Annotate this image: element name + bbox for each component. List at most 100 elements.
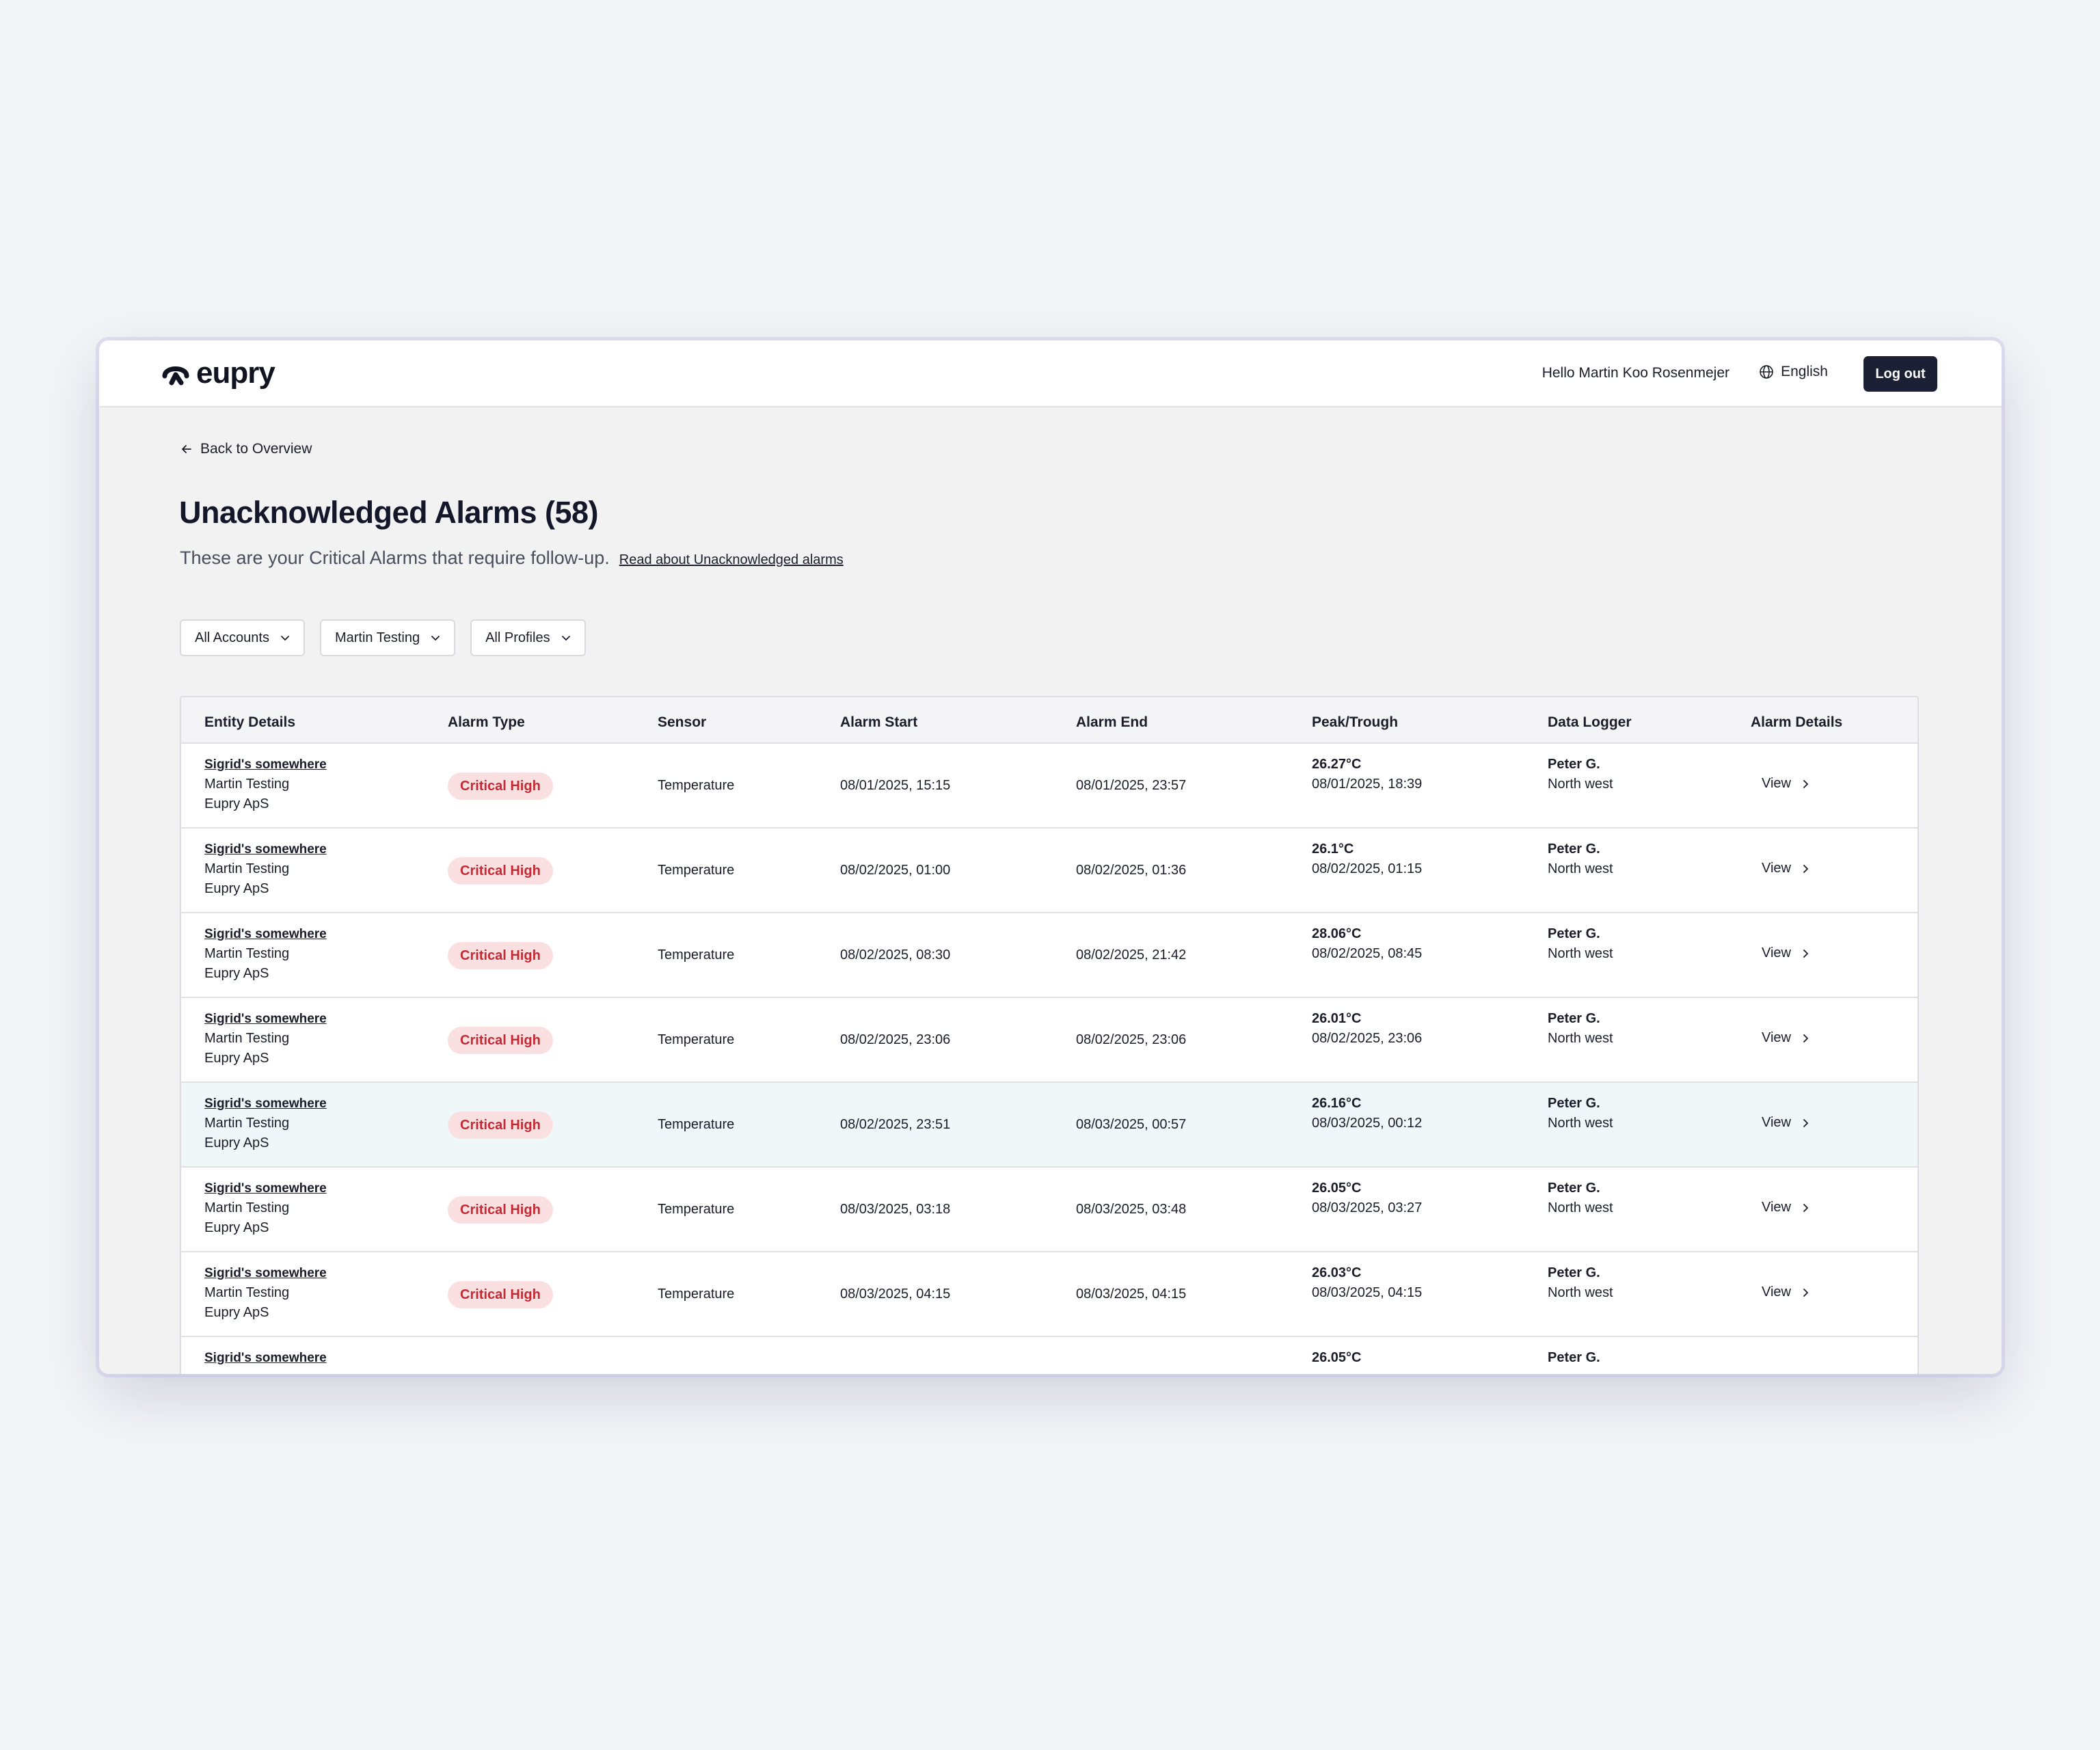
entity-account: Martin Testing	[204, 861, 290, 876]
entity-link[interactable]: Sigrid's somewhere	[204, 757, 327, 772]
entity-link[interactable]: Sigrid's somewhere	[204, 1012, 327, 1026]
peak-trough: 26.03°C 08/03/2025, 04:15	[1312, 1263, 1422, 1303]
view-details-button[interactable]: View	[1762, 1284, 1810, 1300]
chevron-right-icon	[1803, 1034, 1809, 1042]
column-header[interactable]: Sensor	[658, 714, 707, 730]
table-row[interactable]: Sigrid's somewhere Martin Testing Eupry Ap…	[181, 827, 1917, 912]
read-more-link[interactable]: Read about Unacknowledged alarms	[619, 552, 844, 567]
alarm-end: 08/03/2025, 00:57	[1076, 1117, 1187, 1132]
column-header[interactable]: Data Logger	[1548, 714, 1632, 730]
entity-details: Sigrid's somewhere Martin Testing Eupry Ap…	[204, 1094, 327, 1153]
language-selector[interactable]: English	[1759, 364, 1828, 380]
peak-value: 26.01°C	[1312, 1011, 1362, 1026]
column-header[interactable]: Alarm Start	[840, 714, 918, 730]
peak-trough: 26.05°C	[1312, 1348, 1362, 1368]
chevron-right-icon	[1803, 1203, 1809, 1212]
entity-link[interactable]: Sigrid's somewhere	[204, 1266, 327, 1280]
entity-company: Eupry ApS	[204, 1220, 269, 1235]
table-row[interactable]: Sigrid's somewhere Martin Testing Eupry Ap…	[181, 912, 1917, 997]
table-row[interactable]: Sigrid's somewhere Martin Testing Eupry Ap…	[181, 1081, 1917, 1166]
table-header: Entity Details Alarm Type Sensor Alarm S…	[181, 697, 1917, 742]
data-logger: Peter G. North west	[1548, 1094, 1613, 1133]
view-details-button[interactable]: View	[1762, 1115, 1810, 1131]
peak-value: 26.1°C	[1312, 842, 1354, 857]
peak-time: 08/02/2025, 08:45	[1312, 946, 1423, 961]
back-to-overview-link[interactable]: Back to Overview	[181, 441, 312, 457]
entity-account: Martin Testing	[204, 946, 290, 961]
logger-name: Peter G.	[1548, 926, 1600, 941]
table-row[interactable]: Sigrid's somewhere Martin Testing Eupry Ap…	[181, 997, 1917, 1081]
sensor: Temperature	[658, 1202, 735, 1217]
back-label: Back to Overview	[200, 441, 312, 457]
column-header[interactable]: Alarm End	[1076, 714, 1148, 730]
accounts-filter[interactable]: All Accounts	[180, 619, 305, 656]
table-row[interactable]: Sigrid's somewhere Martin Testing Eupry Ap…	[181, 1166, 1917, 1251]
table-body: Sigrid's somewhere Martin Testing Eupry Ap…	[181, 742, 1917, 1374]
entity-company: Eupry ApS	[204, 881, 269, 896]
chevron-right-icon	[1803, 864, 1809, 873]
peak-value: 26.05°C	[1312, 1350, 1362, 1365]
logger-name: Peter G.	[1548, 1096, 1600, 1111]
entity-link[interactable]: Sigrid's somewhere	[204, 927, 327, 941]
entity-link[interactable]: Sigrid's somewhere	[204, 842, 327, 857]
entity-company: Eupry ApS	[204, 966, 269, 981]
data-logger: Peter G. North west	[1548, 924, 1613, 964]
alarm-start: 08/02/2025, 23:06	[840, 1032, 951, 1047]
peak-time: 08/03/2025, 04:15	[1312, 1285, 1423, 1300]
site-filter[interactable]: Martin Testing	[319, 619, 456, 656]
logger-location: North west	[1548, 946, 1613, 961]
view-details-button[interactable]: View	[1762, 945, 1810, 961]
entity-link[interactable]: Sigrid's somewhere	[204, 1096, 327, 1111]
profiles-filter[interactable]: All Profiles	[470, 619, 586, 656]
peak-trough: 26.16°C 08/03/2025, 00:12	[1312, 1094, 1422, 1133]
view-label: View	[1762, 1200, 1791, 1215]
chevron-right-icon	[1803, 949, 1809, 958]
table-row[interactable]: Sigrid's somewhere Martin Testing Eupry Ap…	[181, 742, 1917, 827]
entity-details: Sigrid's somewhere Martin Testing Eupry Ap…	[204, 839, 327, 899]
entity-account: Martin Testing	[204, 1285, 290, 1300]
chevron-right-icon	[1803, 779, 1809, 788]
alarm-end: 08/01/2025, 23:57	[1076, 778, 1187, 793]
data-logger: Peter G. North west	[1548, 755, 1613, 794]
sensor: Temperature	[658, 1032, 735, 1047]
chevron-right-icon	[1803, 1288, 1809, 1297]
view-details-button[interactable]: View	[1762, 1030, 1810, 1046]
column-header[interactable]: Peak/Trough	[1312, 714, 1399, 730]
entity-company: Eupry ApS	[204, 1305, 269, 1320]
alarm-end: 08/03/2025, 04:15	[1076, 1287, 1187, 1302]
alarm-start: 08/03/2025, 04:15	[840, 1287, 951, 1302]
entity-account: Martin Testing	[204, 1200, 290, 1215]
entity-details: Sigrid's somewhere Martin Testing Eupry Ap…	[204, 1179, 327, 1238]
sensor: Temperature	[658, 947, 735, 962]
view-details-button[interactable]: View	[1762, 776, 1810, 792]
data-logger: Peter G. North west	[1548, 1009, 1613, 1049]
view-details-button[interactable]: View	[1762, 861, 1810, 876]
data-logger: Peter G.	[1548, 1348, 1600, 1368]
subtitle-text: These are your Critical Alarms that requ…	[180, 548, 610, 568]
sensor: Temperature	[658, 1287, 735, 1302]
entity-account: Martin Testing	[204, 1031, 290, 1046]
globe-icon	[1760, 365, 1773, 379]
column-header[interactable]: Alarm Type	[448, 714, 525, 730]
arrow-left-icon	[182, 445, 191, 453]
table-row[interactable]: Sigrid's somewhere Martin Testing Eupry Ap…	[181, 1251, 1917, 1336]
view-details-button[interactable]: View	[1762, 1200, 1810, 1215]
entity-link[interactable]: Sigrid's somewhere	[204, 1181, 327, 1196]
alarm-start: 08/03/2025, 03:18	[840, 1202, 951, 1217]
alarm-end: 08/03/2025, 03:48	[1076, 1202, 1187, 1217]
logo[interactable]: eupry	[162, 358, 275, 388]
data-logger: Peter G. North west	[1548, 839, 1613, 879]
logger-name: Peter G.	[1548, 757, 1600, 772]
sensor: Temperature	[658, 1117, 735, 1132]
entity-link[interactable]: Sigrid's somewhere	[204, 1351, 327, 1365]
page-subtitle: These are your Critical Alarms that requ…	[180, 548, 844, 569]
alarm-start: 08/01/2025, 15:15	[840, 778, 951, 793]
logout-button[interactable]: Log out	[1863, 356, 1937, 392]
chevron-right-icon	[1803, 1118, 1809, 1127]
language-label: English	[1781, 364, 1828, 379]
column-header[interactable]: Alarm Details	[1751, 714, 1843, 730]
column-header[interactable]: Entity Details	[204, 714, 296, 730]
alarm-type-badge: Critical High	[448, 1027, 553, 1054]
table-row[interactable]: Sigrid's somewhere 26.05°C Peter G.	[181, 1336, 1917, 1374]
alarm-type-badge: Critical High	[448, 1281, 553, 1308]
